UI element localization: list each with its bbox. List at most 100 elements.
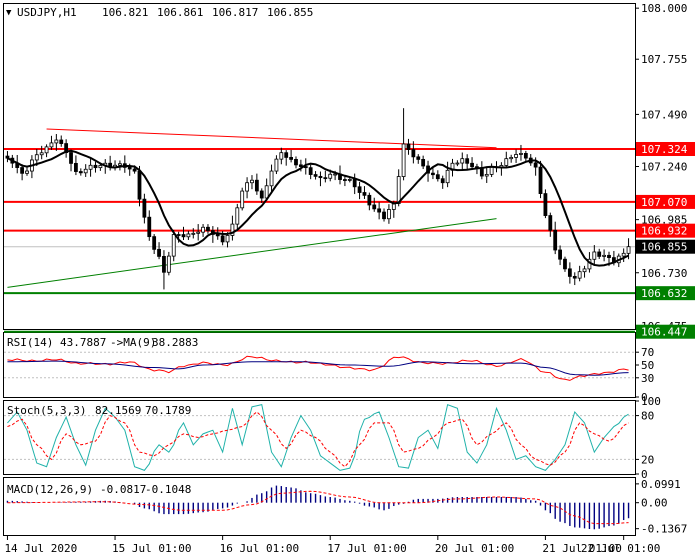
candle-body <box>74 162 78 172</box>
candlesticks <box>5 108 631 290</box>
candle-body <box>514 154 518 158</box>
candle-body <box>206 226 210 231</box>
candle-body <box>421 159 426 167</box>
candle-body <box>323 177 328 180</box>
candle-body <box>176 234 181 236</box>
stoch-tick-label: 0 <box>641 468 648 481</box>
candle-body <box>235 207 240 225</box>
candle-body <box>196 231 201 234</box>
candle-body <box>333 173 338 176</box>
time-tick-label: 22 Jul 01:00 <box>581 542 660 555</box>
candle-body <box>69 152 73 164</box>
candle-body <box>240 190 245 209</box>
macd-histogram <box>6 485 630 530</box>
candle-body <box>563 258 567 270</box>
candle-body <box>342 179 347 181</box>
candle-body <box>269 170 274 187</box>
candle-body <box>118 163 122 166</box>
candle-body <box>259 190 264 199</box>
candle-body <box>289 157 294 160</box>
candle-body <box>489 166 494 175</box>
candle-body <box>318 175 323 179</box>
stoch-k-line <box>7 403 629 471</box>
candle-body <box>186 233 191 238</box>
macd-pane[interactable] <box>3 477 636 536</box>
candle-body <box>298 164 303 167</box>
resistance-price-tag <box>636 223 695 238</box>
candle-body <box>435 174 440 180</box>
resistance-price-tag <box>636 142 695 156</box>
rsi-header-name: RSI(14) <box>7 336 53 349</box>
candle-body <box>558 249 562 260</box>
candle-body <box>220 235 225 243</box>
candle-body <box>147 216 152 238</box>
candle-body <box>44 146 49 154</box>
price-tick-label: 108.000 <box>641 2 687 15</box>
candle-body <box>367 194 372 206</box>
price-tick-label: 107.755 <box>641 53 687 66</box>
candle-body <box>592 251 597 260</box>
candle-body <box>162 256 166 273</box>
candle-body <box>484 174 489 177</box>
candle-body <box>157 248 161 257</box>
stoch-tick-label: 20 <box>641 453 654 466</box>
candle-body <box>602 254 607 257</box>
candle-body <box>382 211 386 220</box>
candle-body <box>181 234 186 238</box>
candle-body <box>142 198 147 218</box>
candle-body <box>230 223 235 236</box>
moving-average-line <box>6 149 630 267</box>
candle-body <box>577 271 582 279</box>
candle-body <box>313 174 318 177</box>
time-tick-label: 15 Jul 01:00 <box>112 542 191 555</box>
candle-body <box>171 234 176 257</box>
macd-header-name: MACD(12,26,9) <box>7 483 93 496</box>
candle-body <box>621 252 626 257</box>
candle-body <box>254 179 259 192</box>
support-price-tag-label: 106.447 <box>641 326 687 339</box>
candle-body <box>396 176 401 204</box>
resistance-price-tag-label: 106.932 <box>641 225 687 238</box>
resistance-trend-line <box>46 128 497 149</box>
candle-body <box>54 139 59 144</box>
price-tick-label: 106.985 <box>641 214 687 227</box>
candle-body <box>548 215 553 231</box>
candle-body <box>25 170 29 174</box>
candle-body <box>294 159 298 166</box>
candle-body <box>93 164 98 169</box>
candle-body <box>264 185 269 199</box>
macd-header-signal: -0.1048 <box>145 483 191 496</box>
stoch-tick-label: 100 <box>641 395 661 408</box>
support-price-tag <box>636 286 695 301</box>
price-tags: 107.324 107.070 106.932 106.855 106.632 106.4… <box>636 142 695 339</box>
rsi-header-ma-name: ->MA(9) <box>110 336 156 349</box>
stoch-d-line <box>7 411 629 468</box>
candle-body <box>328 173 333 179</box>
candle-body <box>127 166 132 170</box>
main-header-low: 106.817 <box>212 6 258 19</box>
candle-body <box>553 229 558 251</box>
stoch-header-k: 82.1569 <box>95 404 141 417</box>
current-price-tag <box>636 239 695 254</box>
rsi-tick-label: 50 <box>641 359 654 372</box>
candle-body <box>152 236 157 250</box>
candle-body <box>308 167 313 175</box>
price-tick-label: 107.240 <box>641 161 687 174</box>
rsi-tick-label: 0 <box>641 391 648 404</box>
main-header-symbol: USDJPY,H1 <box>17 6 77 19</box>
trendlines[interactable] <box>7 128 497 288</box>
candle-body <box>201 226 205 233</box>
stoch-pane[interactable] <box>3 400 636 475</box>
candle-body <box>582 268 587 273</box>
support-price-tag <box>636 324 695 339</box>
candle-body <box>377 208 382 213</box>
resistance-price-tag-label: 107.070 <box>641 196 687 209</box>
rsi-ma-line <box>7 360 629 376</box>
rsi-header-value: 43.7887 <box>60 336 106 349</box>
stoch-header-name: Stoch(5,3,3) <box>7 404 86 417</box>
candle-body <box>431 172 435 176</box>
collapse-arrow-icon[interactable]: ▼ <box>6 8 12 18</box>
candle-body <box>250 179 254 184</box>
current-price-tag-label: 106.855 <box>641 241 687 254</box>
